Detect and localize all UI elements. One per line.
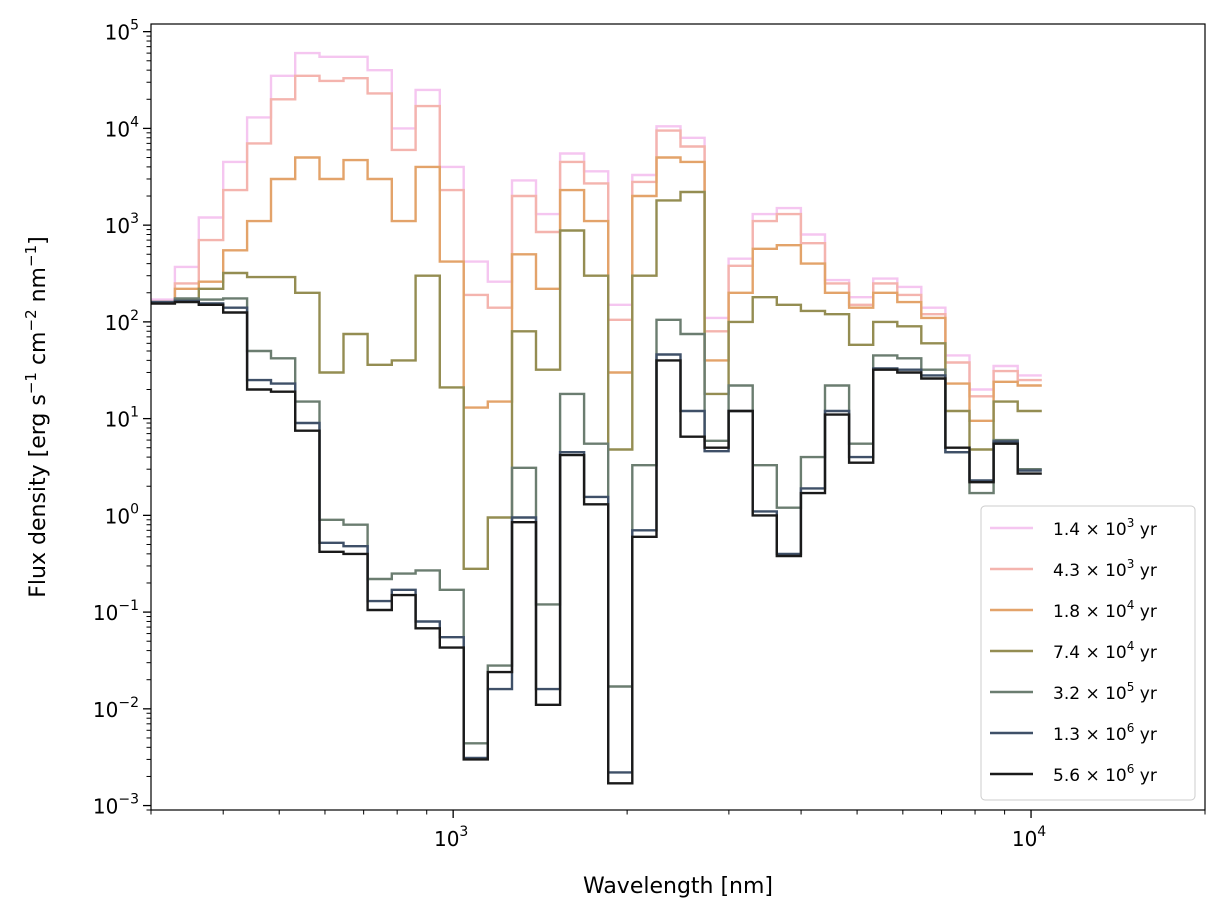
y-tick-label: 104: [105, 114, 139, 141]
legend-label: 1.3 × 106 yr: [1053, 721, 1157, 745]
legend-entry: 1.4 × 103 yr: [990, 516, 1157, 540]
x-tick-label: 104: [1012, 824, 1046, 851]
legend-label: 1.8 × 104 yr: [1053, 598, 1157, 622]
legend-entry: 7.4 × 104 yr: [990, 639, 1157, 663]
legend-entry: 5.6 × 106 yr: [990, 762, 1157, 786]
series-line-6: [151, 300, 1042, 785]
y-tick-label: 10−2: [93, 695, 139, 722]
legend-label: 4.3 × 103 yr: [1053, 557, 1157, 581]
legend-entry: 1.8 × 104 yr: [990, 598, 1157, 622]
y-tick-label: 10−1: [93, 598, 139, 625]
legend-label: 7.4 × 104 yr: [1053, 639, 1157, 663]
legend-label: 1.4 × 103 yr: [1053, 516, 1157, 540]
x-axis-label: Wavelength [nm]: [583, 874, 773, 899]
x-tick-label: 103: [434, 824, 468, 851]
legend-label: 5.6 × 106 yr: [1053, 762, 1157, 786]
series-line-2: [151, 156, 1042, 422]
y-tick-label: 103: [105, 211, 139, 238]
legend-entry: 4.3 × 103 yr: [990, 557, 1157, 581]
plot-area: [151, 51, 1042, 785]
legend-box: [980, 505, 1196, 801]
y-tick-label: 105: [105, 18, 139, 45]
x-axis: 103 104: [150, 810, 1206, 851]
y-tick-label: 10−3: [93, 792, 139, 819]
series-line-4: [151, 297, 1042, 745]
axes-frame: [150, 23, 1206, 811]
y-tick-label: 101: [105, 405, 139, 432]
legend-entry: 1.3 × 106 yr: [990, 721, 1157, 745]
y-tick-label: 100: [105, 501, 139, 528]
series-line-0: [151, 51, 1042, 391]
y-axis-label: Flux density [erg s−1 cm−2 nm−1]: [22, 236, 51, 597]
legend-entry: 3.2 × 105 yr: [990, 680, 1157, 704]
y-tick-label: 102: [105, 308, 139, 335]
series-line-1: [151, 74, 1042, 398]
y-axis: 10−3 10−2 10−1 100 101 102 103 104 105: [93, 18, 151, 819]
series-line-3: [151, 190, 1042, 570]
legend-label: 3.2 × 105 yr: [1053, 680, 1157, 704]
legend: 1.4 × 103 yr 4.3 × 103 yr 1.8 × 104 yr 7.4 …: [980, 505, 1196, 801]
